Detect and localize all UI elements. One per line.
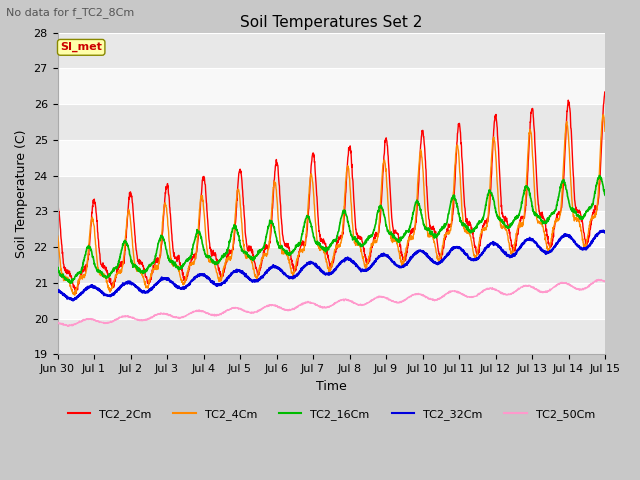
Bar xyxy=(58,247,605,283)
Bar xyxy=(58,140,605,176)
Bar xyxy=(58,176,605,211)
Bar xyxy=(58,104,605,140)
Bar xyxy=(58,33,605,68)
Legend: TC2_2Cm, TC2_4Cm, TC2_16Cm, TC2_32Cm, TC2_50Cm: TC2_2Cm, TC2_4Cm, TC2_16Cm, TC2_32Cm, TC… xyxy=(63,405,599,425)
Bar xyxy=(58,68,605,104)
Text: No data for f_TC2_8Cm: No data for f_TC2_8Cm xyxy=(6,7,134,18)
Y-axis label: Soil Temperature (C): Soil Temperature (C) xyxy=(15,129,28,258)
Bar xyxy=(58,283,605,319)
Bar xyxy=(58,211,605,247)
Title: Soil Temperatures Set 2: Soil Temperatures Set 2 xyxy=(240,15,422,30)
Bar xyxy=(58,319,605,354)
Text: SI_met: SI_met xyxy=(60,42,102,52)
X-axis label: Time: Time xyxy=(316,380,347,393)
